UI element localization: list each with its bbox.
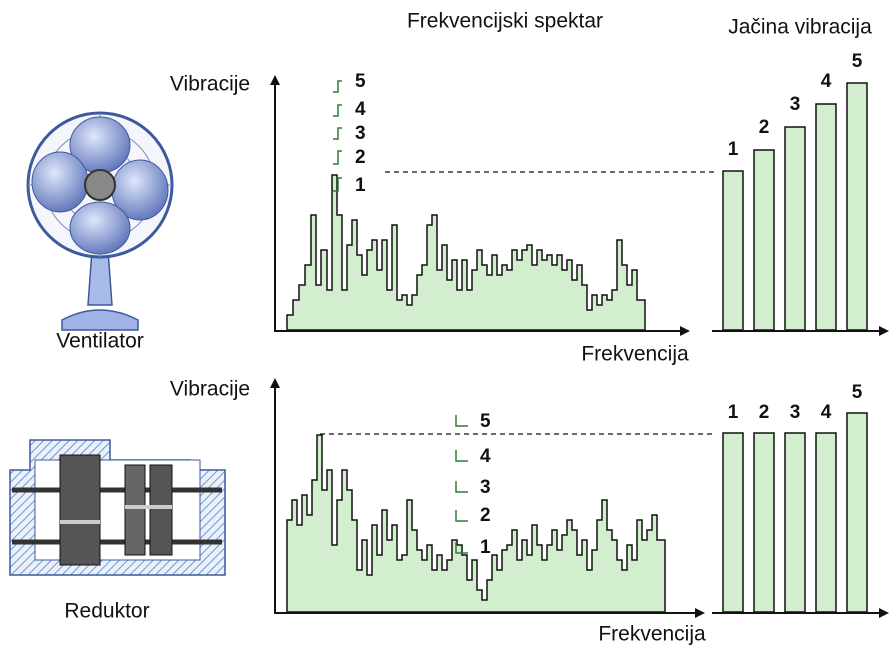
x-axis-label: Frekvencija bbox=[598, 623, 706, 646]
peak-label: 1 bbox=[355, 175, 366, 196]
device-label: Reduktor bbox=[64, 600, 149, 623]
bar bbox=[847, 83, 867, 330]
spectrum bbox=[287, 175, 645, 330]
y-axis-label: Vibracije bbox=[170, 378, 250, 401]
bar bbox=[847, 413, 867, 612]
peak-label: 2 bbox=[480, 505, 491, 526]
y-axis-label: Vibracije bbox=[170, 73, 250, 96]
bar-label: 2 bbox=[759, 117, 770, 138]
bar-label: 4 bbox=[821, 402, 832, 423]
peak-label: 3 bbox=[355, 123, 366, 144]
gearbox-illustration bbox=[10, 440, 225, 575]
bar-label: 5 bbox=[852, 51, 863, 72]
bar bbox=[816, 104, 836, 330]
bar bbox=[723, 433, 743, 612]
bar-label: 5 bbox=[852, 382, 863, 403]
peak-markers bbox=[456, 415, 468, 553]
bar bbox=[816, 433, 836, 612]
x-axis-label: Frekvencija bbox=[581, 343, 689, 366]
peak-label: 5 bbox=[480, 411, 491, 432]
bar bbox=[785, 433, 805, 612]
spectrum bbox=[287, 435, 665, 612]
peak-label: 4 bbox=[480, 446, 491, 467]
peak-label: 5 bbox=[355, 71, 366, 92]
bar-label: 1 bbox=[728, 402, 739, 423]
bar bbox=[785, 127, 805, 330]
bar-label: 2 bbox=[759, 402, 770, 423]
top-title: Frekvencijski spektar bbox=[407, 10, 603, 33]
fan-illustration bbox=[28, 113, 172, 330]
device-label: Ventilator bbox=[56, 330, 144, 353]
bar bbox=[754, 433, 774, 612]
bar bbox=[754, 150, 774, 330]
peak-label: 3 bbox=[480, 477, 491, 498]
bar-label: 1 bbox=[728, 139, 739, 160]
peak-label: 1 bbox=[480, 537, 491, 558]
bar-label: 3 bbox=[790, 94, 801, 115]
bar-label: 4 bbox=[821, 71, 832, 92]
right-title: Jačina vibracija bbox=[728, 16, 872, 39]
bar-label: 3 bbox=[790, 402, 801, 423]
bar bbox=[723, 171, 743, 330]
peak-label: 4 bbox=[355, 99, 366, 120]
peak-label: 2 bbox=[355, 147, 366, 168]
diagram: Frekvencijski spektar Jačina vibracija V… bbox=[0, 0, 893, 648]
page: Frekvencijski spektar {"top_title": "Fre… bbox=[0, 0, 893, 648]
body: Frekvencijski spektar Jačina vibracija V… bbox=[0, 0, 893, 648]
